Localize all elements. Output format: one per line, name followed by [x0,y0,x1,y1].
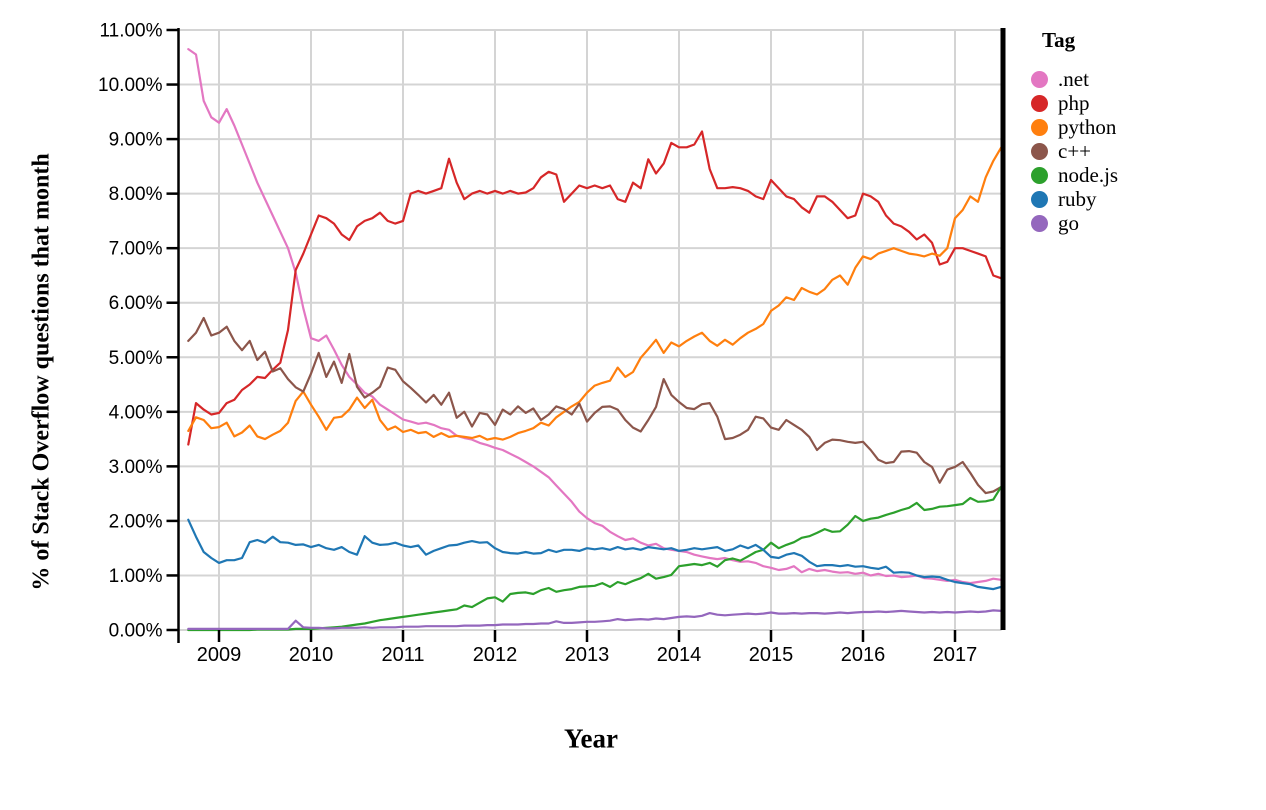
legend-label: c++ [1058,139,1092,163]
legend-item-net: .net [1031,67,1118,91]
legend-item-nodejs: node.js [1031,163,1119,187]
series-line-net [187,47,1003,585]
legend-label: php [1058,91,1090,115]
series-line-ruby [187,518,1003,591]
legend-swatch-icon [1031,166,1048,184]
y-tick-label: 10.00% [98,75,163,96]
y-tick-label: 3.00% [109,457,163,478]
y-tick-label: 4.00% [109,402,163,423]
y-axis-title: % of Stack Overflow questions that month [28,153,55,591]
legend-swatch-icon [1031,70,1048,88]
legend-label: ruby [1058,187,1097,211]
series-line-python [187,146,1003,441]
series-line-php [187,130,1003,446]
legend-label: .net [1058,67,1089,91]
x-tick-label: 2010 [289,644,334,666]
series-line-go [187,609,1003,631]
legend-item-python: python [1031,115,1118,139]
x-axis-title: Year [564,723,618,754]
legend-label: python [1058,115,1117,139]
y-tick-label: 2.00% [109,511,163,532]
legend-item-ruby: ruby [1031,187,1118,211]
x-tick-label: 2017 [933,644,978,666]
y-tick-label: 7.00% [109,239,163,260]
legend-label: go [1058,211,1079,235]
x-tick-label: 2009 [197,644,242,666]
y-tick-label: 8.00% [109,184,163,205]
y-tick-label: 0.00% [109,621,163,642]
legend-item-c: c++ [1031,139,1118,163]
y-tick-label: 1.00% [109,566,163,587]
y-tick-label: 5.00% [109,348,163,369]
legend-swatch-icon [1031,118,1048,136]
legend-item-go: go [1031,211,1118,235]
x-tick-label: 2013 [565,644,610,666]
x-tick-label: 2015 [749,644,794,666]
legend-swatch-icon [1031,190,1048,208]
x-tick-label: 2016 [841,644,886,666]
legend-title: Tag [1042,28,1076,52]
x-tick-label: 2011 [381,644,424,666]
y-tick-label: 9.00% [109,130,163,151]
legend-item-php: php [1031,91,1118,115]
x-tick-label: 2012 [473,644,518,666]
legend-swatch-icon [1031,94,1048,112]
legend-swatch-icon [1031,214,1048,232]
legend-items: .net php python c++ node.js ruby go [1031,67,1119,235]
legend-label: node.js [1058,163,1119,187]
legend-swatch-icon [1031,142,1048,160]
y-tick-label: 6.00% [109,293,163,314]
series-line-c [187,316,1003,495]
x-tick-label: 2014 [657,644,702,666]
legend: Tag .net php python c++ node.js ruby go [1031,28,1119,235]
y-tick-label: 11.00% [99,21,162,42]
